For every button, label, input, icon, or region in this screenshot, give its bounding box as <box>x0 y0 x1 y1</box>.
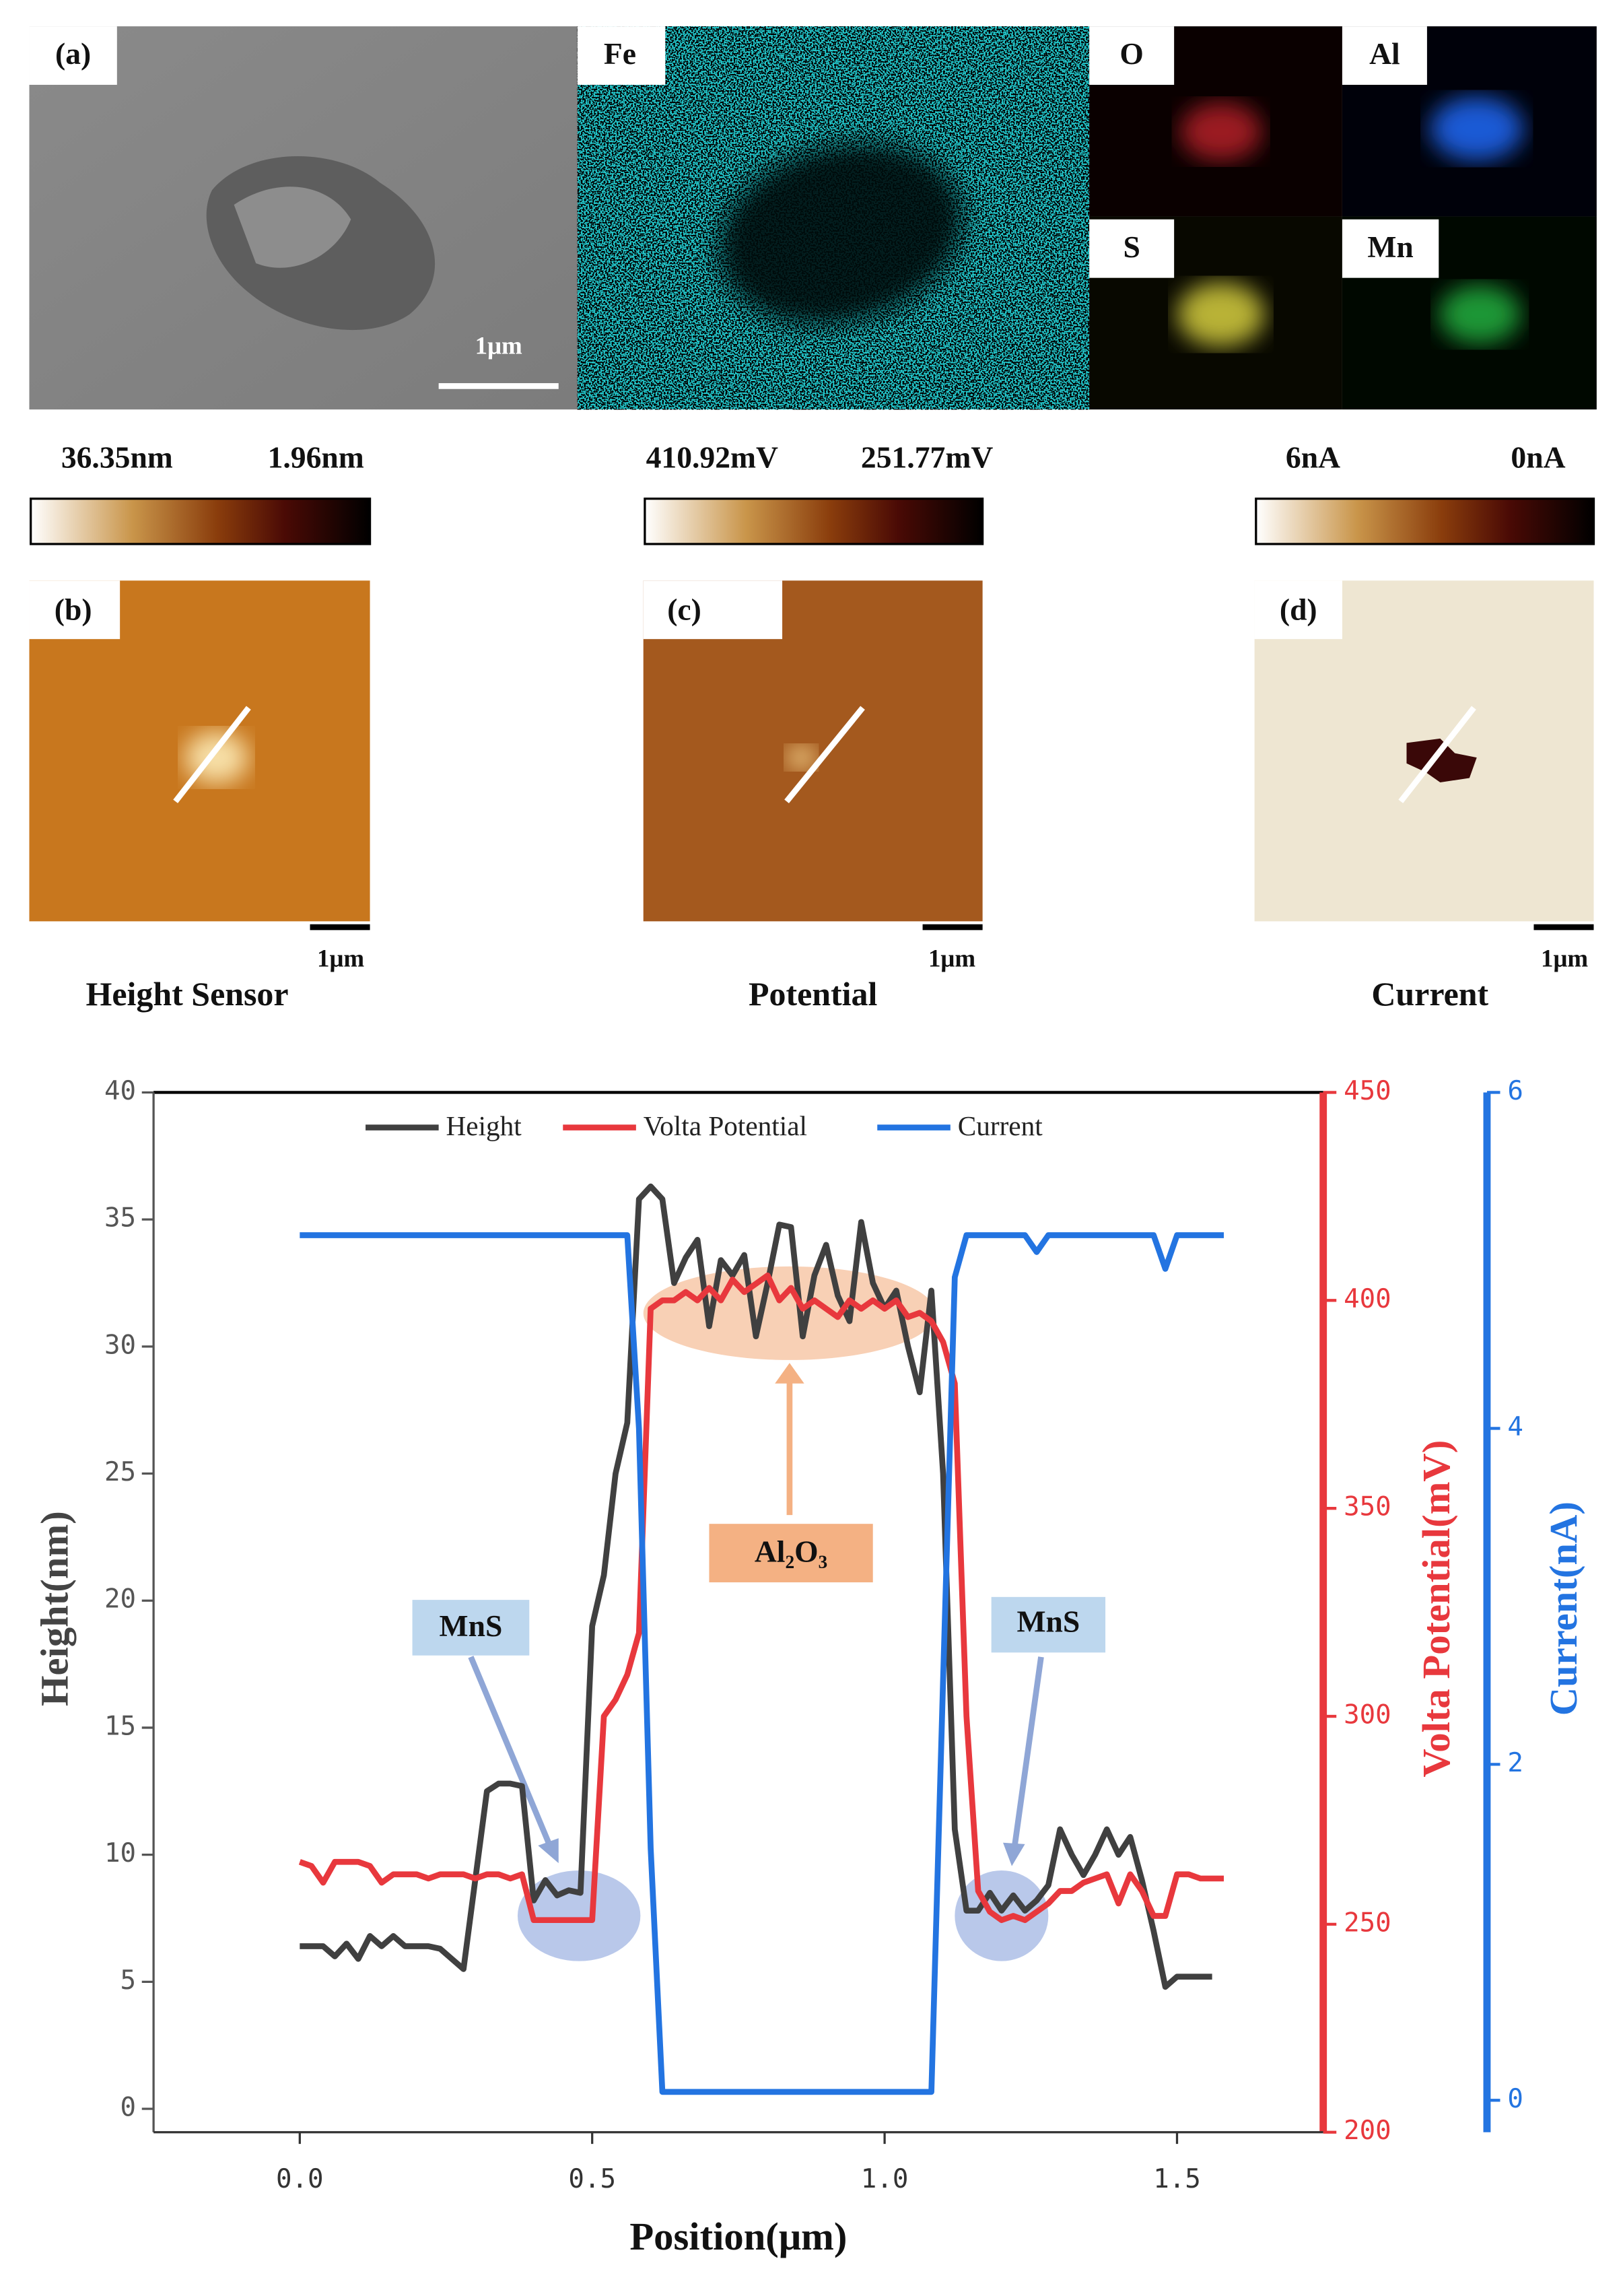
arrow <box>468 1656 553 1847</box>
mns-region <box>517 1870 641 1961</box>
element-label: S <box>1123 230 1140 264</box>
profile-line <box>784 706 865 803</box>
panel-label: (b) <box>55 593 92 627</box>
label-box <box>1342 219 1439 278</box>
annotation-box <box>991 1596 1106 1653</box>
y-tick-label: 25 <box>104 1457 136 1487</box>
label-box <box>577 26 666 85</box>
annotation: Al₂O₃ <box>755 1534 827 1568</box>
y-axis-title: Height(nm) <box>32 1511 76 1706</box>
element-label: Al <box>1369 36 1400 71</box>
arrow-head <box>775 1363 804 1384</box>
legend-label: Current <box>958 1110 1043 1141</box>
scale-bar <box>1533 924 1594 931</box>
y-tick-label: 40 <box>104 1076 136 1106</box>
y-tick-label: 10 <box>104 1838 136 1868</box>
y2-axis-title: Volta Potential(mV) <box>1414 1440 1458 1778</box>
inclusion-part <box>234 187 351 268</box>
y3-tick-label: 2 <box>1507 1748 1523 1778</box>
x-tick-label: 0.5 <box>568 2164 616 2194</box>
y3-tick-label: 4 <box>1507 1412 1523 1442</box>
x-tick-label: 1.0 <box>861 2164 909 2194</box>
element-label: Fe <box>604 36 636 71</box>
label-box <box>1342 26 1427 85</box>
panel-label: (c) <box>667 593 701 627</box>
image-title: Height Sensor <box>86 975 289 1013</box>
scale-label: 1μm <box>475 331 522 359</box>
label-box <box>29 26 117 85</box>
y3-axis-title: Current(nA) <box>1542 1501 1585 1716</box>
al2o3-region <box>643 1266 936 1360</box>
scale-bar <box>438 383 559 389</box>
image-title: Current <box>1371 975 1488 1013</box>
arrow <box>1012 1656 1044 1846</box>
y2-tick-label: 200 <box>1344 2116 1391 2146</box>
fe-void <box>718 143 963 325</box>
y-tick-label: 0 <box>120 2093 137 2123</box>
x-axis-title: Position(μm) <box>629 2215 847 2258</box>
x-tick-label: 0.0 <box>276 2164 324 2194</box>
mn-signal <box>1439 285 1521 344</box>
annotation-box <box>412 1600 530 1656</box>
arrow-head <box>538 1838 559 1864</box>
al-signal <box>1430 96 1524 161</box>
y-tick-label: 15 <box>104 1711 136 1741</box>
label-box <box>1089 26 1175 85</box>
scale-label: 1μm <box>928 944 975 972</box>
scale-label: 1μm <box>1541 944 1588 972</box>
y3-tick-label: 0 <box>1507 2084 1523 2114</box>
colorbar-low: 251.77mV <box>861 440 993 475</box>
data-line <box>300 1183 1212 1990</box>
scale-label: 1μm <box>317 944 364 972</box>
y2-tick-label: 250 <box>1344 1907 1391 1938</box>
label-box <box>1254 580 1342 640</box>
potential-feature <box>786 745 817 770</box>
label-box <box>643 580 783 640</box>
y2-tick-label: 400 <box>1344 1284 1391 1314</box>
profile-line <box>1398 706 1476 803</box>
x-tick-label: 1.5 <box>1153 2164 1201 2194</box>
y-tick-label: 30 <box>104 1330 136 1360</box>
legend-label: Volta Potential <box>644 1110 807 1141</box>
y-tick-label: 20 <box>104 1584 136 1615</box>
panel-label: (a) <box>55 36 91 71</box>
label-box <box>1089 219 1175 278</box>
colorbar <box>1255 498 1595 545</box>
legend-label: Height <box>446 1110 522 1141</box>
y2-tick-label: 300 <box>1344 1700 1391 1730</box>
colorbar <box>30 498 372 545</box>
panel-label: (d) <box>1280 593 1317 627</box>
data-line <box>300 1232 1224 2095</box>
colorbar-high: 36.35nm <box>61 440 173 475</box>
scale-bar <box>922 924 983 931</box>
colorbar-low: 0nA <box>1511 440 1565 475</box>
y-tick-label: 35 <box>104 1203 136 1234</box>
y2-tick-label: 450 <box>1344 1076 1391 1106</box>
colorbar-high: 410.92mV <box>646 440 778 475</box>
element-label: O <box>1119 36 1143 71</box>
annotation-box <box>709 1524 873 1583</box>
colorbar <box>644 498 984 545</box>
element-label: Mn <box>1367 230 1413 264</box>
data-line <box>298 1272 1224 1924</box>
scale-bar <box>310 924 370 931</box>
label-box <box>29 580 120 640</box>
image-title: Potential <box>749 975 878 1013</box>
profile-line <box>173 706 251 803</box>
annotation: MnS <box>1016 1605 1080 1639</box>
o-signal <box>1179 102 1262 161</box>
y2-tick-label: 350 <box>1344 1492 1391 1522</box>
colorbar-high: 6nA <box>1286 440 1340 475</box>
y-tick-label: 5 <box>120 1965 137 1996</box>
annotation: MnS <box>440 1609 503 1643</box>
arrow-head <box>1003 1842 1025 1866</box>
y3-tick-label: 6 <box>1507 1076 1523 1106</box>
colorbar-low: 1.96nm <box>268 440 364 475</box>
s-signal <box>1177 282 1265 347</box>
